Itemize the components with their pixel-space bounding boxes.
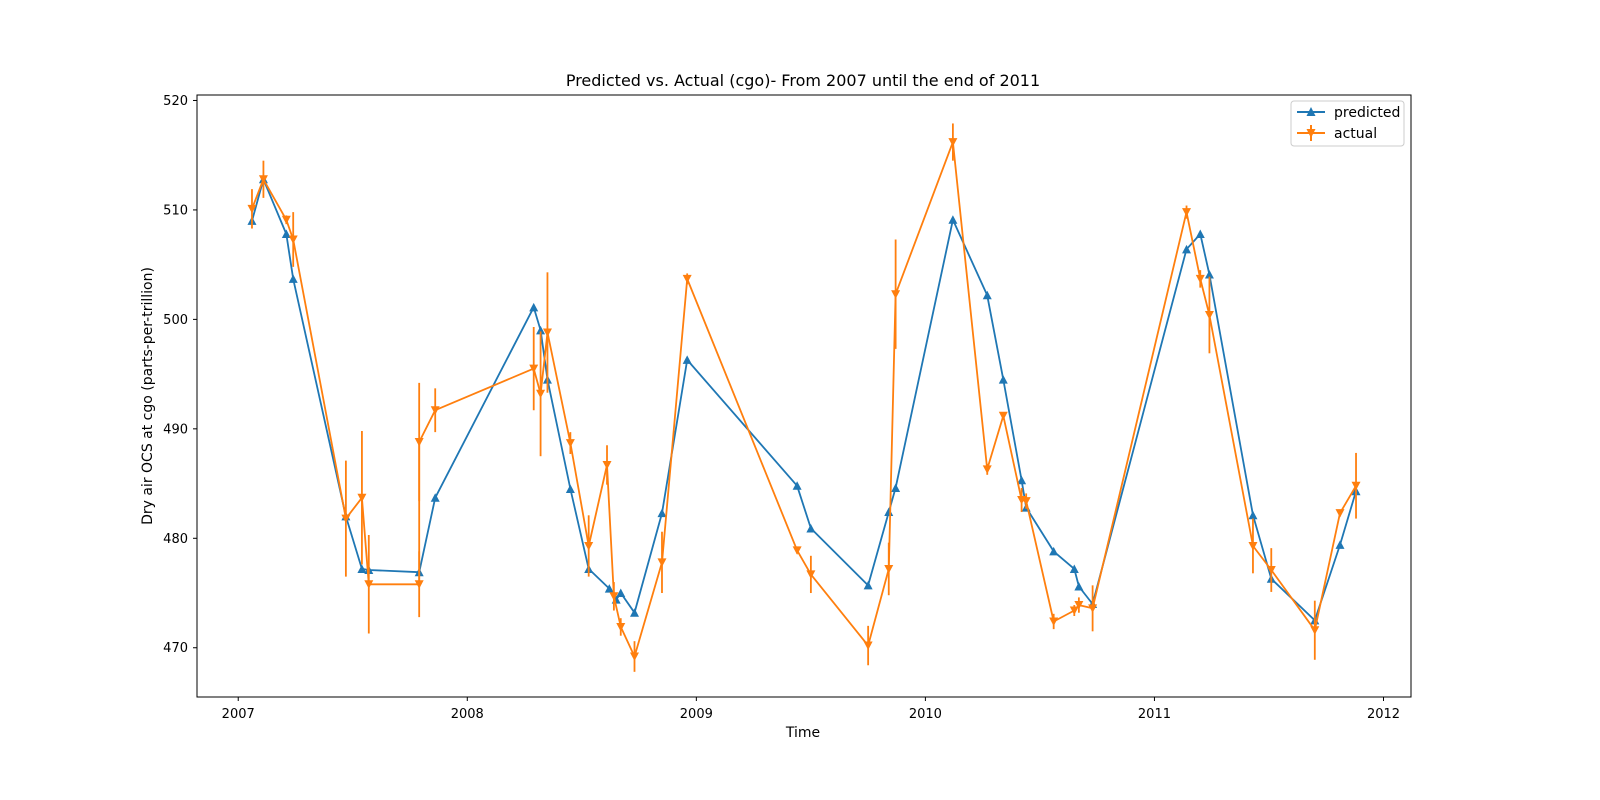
data-point-actual <box>1069 606 1079 616</box>
legend: predicted actual <box>1290 100 1405 147</box>
data-point-actual <box>414 580 424 589</box>
plot-frame <box>196 94 1412 698</box>
data-point-actual <box>657 558 667 567</box>
y-tick-label: 500 <box>163 313 188 328</box>
data-point-actual <box>806 570 816 579</box>
data-point-actual <box>430 406 440 415</box>
data-point-actual <box>536 389 546 399</box>
data-point-predicted <box>281 229 291 239</box>
data-point-actual <box>682 274 692 284</box>
data-point-predicted <box>1049 546 1059 556</box>
x-tick-label: 2011 <box>1138 707 1171 722</box>
data-point-predicted <box>792 481 802 490</box>
x-axis-label: Time <box>785 725 820 741</box>
data-point-actual <box>1248 541 1258 551</box>
legend-label-predicted: predicted <box>1334 105 1400 121</box>
series-layer <box>247 123 1361 672</box>
data-point-actual <box>1021 497 1031 506</box>
data-point-actual <box>364 580 374 589</box>
data-point-actual <box>1266 566 1276 575</box>
y-axis-label: Dry air OCS at cgo (parts-per-trillion) <box>140 267 156 525</box>
data-point-actual <box>792 546 802 555</box>
data-point-actual <box>1074 601 1084 610</box>
data-point-actual <box>998 411 1008 421</box>
chart-title: Predicted vs. Actual (cgo)- From 2007 un… <box>566 71 1040 90</box>
data-point-actual <box>616 622 626 632</box>
data-point-predicted <box>1069 564 1079 573</box>
data-point-actual <box>863 641 873 651</box>
series-line-predicted <box>251 178 1357 622</box>
data-point-actual <box>258 175 268 184</box>
data-point-actual <box>414 437 424 447</box>
data-point-actual <box>529 364 539 374</box>
data-point-actual <box>1049 617 1059 626</box>
data-point-actual <box>565 439 575 448</box>
series-actual <box>247 123 1361 672</box>
x-tick-label: 2009 <box>680 707 713 722</box>
data-point-actual <box>1351 481 1361 491</box>
data-point-actual <box>602 460 612 470</box>
y-tick-label: 480 <box>163 532 188 547</box>
data-point-actual <box>542 328 552 338</box>
data-point-predicted <box>657 508 667 518</box>
data-point-predicted <box>1204 270 1214 279</box>
data-point-actual <box>1182 208 1192 217</box>
data-point-actual <box>1335 509 1345 518</box>
legend-marker-actual <box>1306 129 1316 138</box>
y-tick-label: 510 <box>163 203 188 218</box>
data-point-predicted <box>1074 581 1084 591</box>
data-point-predicted <box>863 580 873 590</box>
x-tick-label: 2007 <box>222 707 255 722</box>
data-point-predicted <box>948 215 958 224</box>
data-point-predicted <box>629 608 639 617</box>
data-point-actual <box>1195 274 1205 284</box>
data-point-actual <box>948 138 958 147</box>
data-point-predicted <box>982 290 992 300</box>
legend-label-actual: actual <box>1334 126 1377 142</box>
x-tick-label: 2008 <box>451 707 484 722</box>
data-point-actual <box>281 215 291 225</box>
data-point-predicted <box>288 274 298 283</box>
data-point-actual <box>357 493 367 503</box>
data-point-actual <box>1204 311 1214 320</box>
data-point-predicted <box>1182 244 1192 254</box>
data-point-predicted <box>682 355 692 364</box>
y-tick-label: 490 <box>163 422 188 437</box>
data-point-actual <box>609 592 619 601</box>
data-point-predicted <box>1195 229 1205 239</box>
data-point-predicted <box>536 325 546 335</box>
data-point-actual <box>247 204 257 214</box>
data-point-actual <box>584 541 594 551</box>
y-tick-label: 470 <box>163 641 188 656</box>
legend-marker-predicted <box>1306 107 1316 116</box>
data-point-predicted <box>430 493 440 502</box>
data-point-actual <box>884 564 894 574</box>
data-point-actual <box>1088 604 1098 613</box>
data-point-predicted <box>1017 475 1027 485</box>
data-point-actual <box>288 235 298 244</box>
y-axis: 470 480 490 500 510 520 <box>163 94 197 656</box>
data-point-predicted <box>1248 510 1258 520</box>
y-tick-label: 520 <box>163 94 188 109</box>
data-point-actual <box>982 465 992 474</box>
x-tick-label: 2010 <box>909 707 942 722</box>
data-point-actual <box>341 514 351 524</box>
data-point-predicted <box>565 484 575 494</box>
data-point-predicted <box>529 302 539 312</box>
data-point-predicted <box>806 523 816 533</box>
x-tick-label: 2012 <box>1367 707 1400 722</box>
data-point-predicted <box>604 584 614 593</box>
data-point-predicted <box>1335 540 1345 549</box>
x-axis: 2007 2008 2009 2010 2011 2012 <box>222 697 1400 722</box>
data-point-predicted <box>616 588 626 598</box>
data-point-predicted <box>998 375 1008 384</box>
data-point-actual <box>1310 626 1320 635</box>
data-point-predicted <box>891 483 901 492</box>
data-point-actual <box>629 652 639 662</box>
data-point-predicted <box>357 564 367 573</box>
data-point-actual <box>891 290 901 299</box>
